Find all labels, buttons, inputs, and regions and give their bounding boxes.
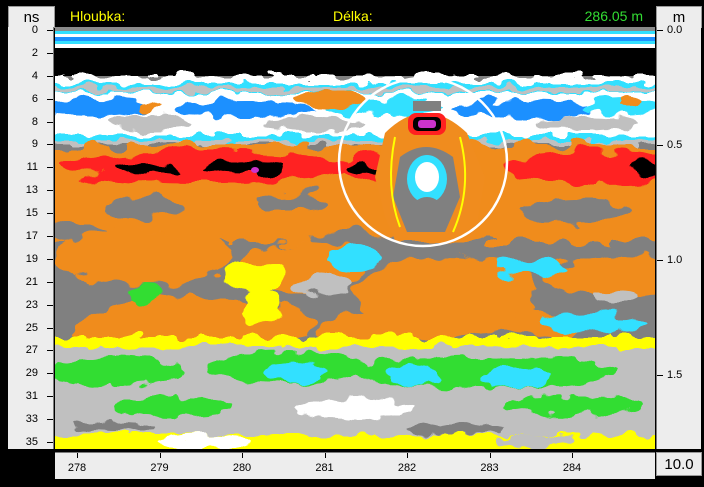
length-value: 286.05 m [584, 8, 643, 24]
time-tick-label: 27 [25, 344, 38, 357]
time-tick-mark [47, 236, 53, 237]
time-tick-mark [47, 30, 53, 31]
distance-tick-label: 284 [562, 462, 582, 474]
time-tick-mark [47, 281, 53, 283]
target-marker-circle [337, 76, 509, 248]
depth-tick-mark [657, 145, 663, 146]
time-tick-mark [47, 373, 53, 375]
time-tick-mark [47, 75, 53, 77]
time-tick-label: 21 [25, 275, 38, 288]
depth-tick-label: 0.0 [667, 24, 683, 36]
time-tick-mark [47, 213, 53, 215]
time-tick-label: 6 [31, 92, 38, 105]
time-tick-mark [47, 350, 53, 352]
range-value: 10.0 [656, 452, 702, 476]
time-tick-mark [47, 144, 53, 146]
distance-tick-label: 282 [397, 462, 417, 474]
time-tick-label: 29 [25, 367, 38, 380]
time-tick-mark [47, 258, 53, 260]
time-tick-label: 9 [31, 138, 38, 151]
time-tick-label: 23 [25, 298, 38, 311]
time-tick-label: 11 [26, 161, 38, 174]
length-label: Délka: [333, 8, 373, 24]
radargram-canvas[interactable] [55, 27, 655, 449]
depth-tick-mark [657, 30, 663, 31]
time-tick-label: 33 [25, 413, 38, 426]
time-tick-mark [47, 327, 53, 329]
depth-tick-mark [657, 375, 663, 376]
distance-tick-mark [489, 453, 491, 458]
time-tick-mark [47, 98, 53, 100]
time-tick-mark [47, 167, 53, 169]
distance-tick-mark [77, 453, 78, 458]
distance-tick-mark [324, 453, 326, 458]
time-tick-label: 15 [25, 207, 38, 220]
header-bar: Hloubka: Délka: 286.05 m [55, 5, 655, 27]
distance-tick-label: 283 [480, 462, 499, 474]
time-tick-label: 25 [25, 321, 38, 334]
distance-tick-mark [572, 453, 573, 458]
time-tick-label: 19 [25, 252, 38, 265]
time-tick-label: 13 [25, 184, 38, 197]
time-tick-mark [47, 419, 53, 421]
depth-label: Hloubka: [70, 8, 126, 24]
time-tick-label: 0 [31, 24, 38, 36]
distance-tick-mark [407, 453, 408, 458]
depth-tick-label: 0.5 [667, 139, 683, 151]
distance-tick-label: 280 [232, 462, 252, 474]
time-tick-label: 4 [31, 69, 38, 82]
depth-tick-label: 1.0 [667, 254, 683, 266]
time-tick-label: 8 [31, 115, 38, 128]
depth-unit-label: m [656, 6, 702, 28]
distance-tick-label: 281 [315, 462, 334, 474]
depth-tick-label: 1.5 [667, 369, 683, 381]
time-tick-mark [47, 442, 53, 443]
distance-tick-label: 278 [67, 462, 87, 474]
distance-tick-label: 279 [150, 462, 169, 474]
time-tick-mark [47, 396, 53, 398]
distance-tick-mark [159, 453, 161, 458]
time-tick-label: 17 [25, 230, 38, 242]
time-tick-mark [47, 190, 53, 192]
distance-tick-mark [242, 453, 243, 458]
time-tick-label: 2 [31, 46, 38, 59]
time-tick-mark [47, 52, 53, 54]
depth-axis: 0.0 0.5 1.0 1.5 [656, 24, 701, 449]
time-tick-label: 31 [25, 390, 38, 403]
time-tick-mark [47, 121, 53, 123]
time-tick-mark [47, 304, 53, 306]
distance-axis: 278 279 280 281 282 283 284 [55, 452, 655, 479]
time-tick-label: 35 [25, 436, 38, 448]
depth-tick-mark [657, 260, 663, 261]
time-axis: 0 2 4 6 8 9 11 13 15 17 19 21 23 25 27 29 31 33 35 [8, 24, 54, 449]
